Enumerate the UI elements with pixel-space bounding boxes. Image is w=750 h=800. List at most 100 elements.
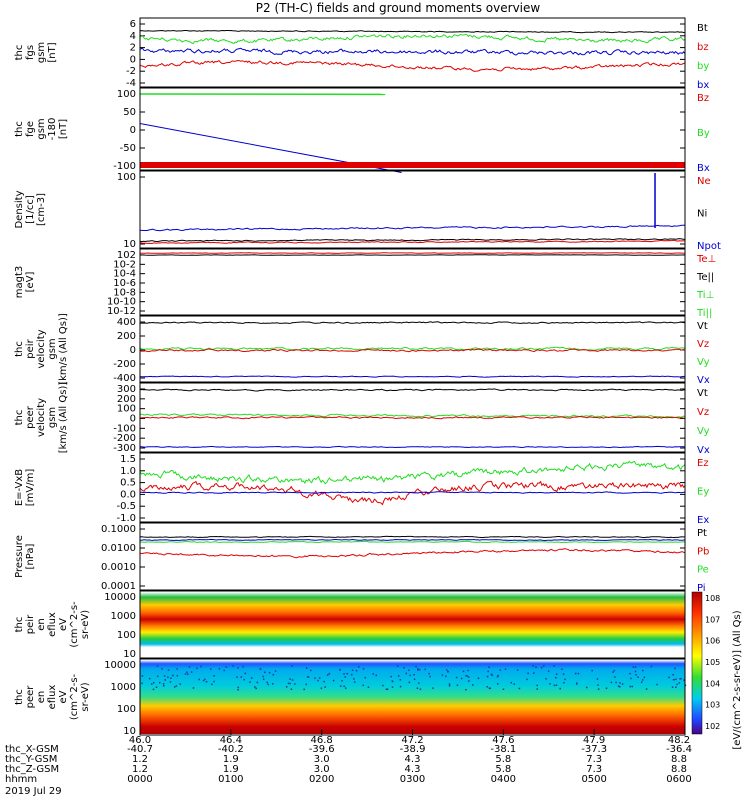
spectrogram-speckle [577, 672, 580, 675]
legend-entry: Vx [697, 375, 710, 386]
y-axis-label: eflux [47, 685, 58, 710]
spectrogram-speckle [289, 678, 291, 680]
spectrogram-speckle [391, 686, 394, 688]
legend-entry: Npot [697, 241, 721, 252]
y-axis-label: thc [14, 617, 25, 633]
spectrogram-speckle [555, 673, 558, 675]
spectrogram-speckle [184, 673, 187, 675]
footer-value: 5.8 [495, 754, 511, 765]
spectrogram-speckle [167, 676, 169, 678]
spectrogram-speckle [634, 670, 637, 673]
spectrogram-speckle [629, 685, 632, 688]
spectrogram-speckle [465, 688, 467, 691]
footer-row-label: hhmm [5, 774, 37, 785]
plot-title: P2 (TH-C) fields and ground moments over… [256, 1, 541, 15]
y-axis-label: [1/cc] [25, 195, 36, 224]
y-axis-label: thc [14, 689, 25, 705]
spectrogram-speckle [641, 679, 644, 681]
trace-vz [139, 348, 686, 353]
spectrogram-speckle [675, 678, 677, 681]
spectrogram-speckle [176, 668, 178, 670]
spectrogram-speckle [466, 675, 468, 677]
y-axis-label: [km/s (All Qs)] [58, 313, 69, 385]
spectrogram-speckle [419, 688, 422, 690]
y-tick-label: -200 [113, 359, 136, 370]
y-tick-label: 10-2 [113, 259, 136, 270]
spectrogram-speckle [188, 666, 191, 668]
y-axis-label: -180 [47, 118, 58, 141]
y-tick-label: 0 [130, 54, 136, 65]
spectrogram-speckle [591, 669, 593, 672]
legend-entry: Te|| [696, 272, 714, 283]
spectrogram-speckle [621, 683, 624, 685]
spectrogram-speckle [254, 686, 256, 688]
panel-frame [139, 170, 686, 249]
y-axis-label: en [36, 618, 47, 631]
y-tick-label: 200 [117, 331, 136, 342]
colorbar-tick: 102 [705, 722, 720, 731]
spectrogram-speckle [462, 670, 465, 673]
spectrogram-speckle [386, 688, 389, 691]
spectrogram-speckle [468, 680, 470, 682]
spectrogram-speckle [213, 680, 215, 683]
spectrogram-speckle [448, 683, 451, 685]
y-axis-label: thc [14, 410, 25, 426]
spectrogram-speckle [561, 668, 563, 671]
y-axis-label: magt3 [14, 266, 25, 299]
spectrogram-speckle [619, 682, 621, 684]
spectrogram-speckle [574, 672, 577, 675]
spectrogram-speckle [390, 675, 392, 678]
spectrogram-speckle [169, 681, 172, 683]
y-tick-label: -200 [113, 433, 136, 444]
panel-frame [139, 590, 686, 659]
spectrogram-speckle [339, 669, 341, 671]
footer-value: 8.8 [671, 754, 687, 765]
panel-frame [139, 17, 686, 88]
y-axis-label: Density [14, 190, 25, 228]
footer-value: 4.3 [405, 754, 421, 765]
spectrogram-electron [140, 660, 685, 734]
panel-10: 10000 1000 100 10 thc peer en eflux eV (cm^2-s-sr… [14, 660, 685, 737]
legend-entry: Bx [697, 163, 710, 174]
footer-value: 1.2 [132, 764, 148, 775]
panel-8: 0.1000 0.0100 0.0010 0.0001 Pressure [nPa] Pt P… [14, 524, 709, 594]
spectrogram-speckle [615, 681, 617, 684]
y-tick-label: -0.5 [116, 501, 136, 512]
trace-pi [139, 538, 686, 542]
spectrogram-speckle [477, 677, 480, 680]
y-axis-label: gsm [36, 42, 47, 63]
y-tick-label: 0 [130, 125, 136, 136]
trace-vy [139, 346, 686, 351]
spectrogram-speckle [204, 678, 206, 681]
spectrogram-speckle [496, 683, 499, 685]
footer-value: -36.4 [666, 744, 692, 755]
spectrogram-speckle [488, 687, 491, 689]
spectrogram-speckle [555, 676, 557, 679]
y-tick-label: 0.0100 [101, 543, 136, 554]
y-axis-label: [nT] [58, 119, 69, 139]
trace-pe [140, 540, 686, 544]
y-tick-label: 100 [117, 404, 136, 415]
spectrogram-speckle [429, 675, 431, 678]
y-axis-label: eflux [47, 612, 58, 637]
y-tick-label: 10000 [104, 660, 136, 671]
spectrogram-speckle [156, 665, 159, 667]
y-axis-label: thc [14, 121, 25, 137]
trace-fge-bz [140, 162, 685, 168]
y-axis-label: velocity [36, 398, 47, 437]
spectrogram-speckle [305, 667, 308, 669]
y-tick-label: 200 [117, 394, 136, 405]
spectrogram-speckle [672, 678, 675, 681]
spectrogram-speckle [291, 665, 293, 667]
spectrogram-speckle [542, 665, 545, 667]
y-tick-label: 100 [117, 89, 136, 100]
legend-entry: Pe [697, 565, 709, 576]
spectrogram-speckle [399, 685, 402, 688]
y-axis-label: peir [25, 338, 36, 358]
y-tick-label: 300 [117, 384, 136, 395]
y-tick-label: 0.1000 [101, 524, 136, 535]
spectrogram-speckle [518, 687, 521, 690]
footer-value: 0100 [218, 774, 243, 785]
spectrogram-speckle [637, 676, 639, 678]
spectrogram-speckle [320, 687, 323, 689]
